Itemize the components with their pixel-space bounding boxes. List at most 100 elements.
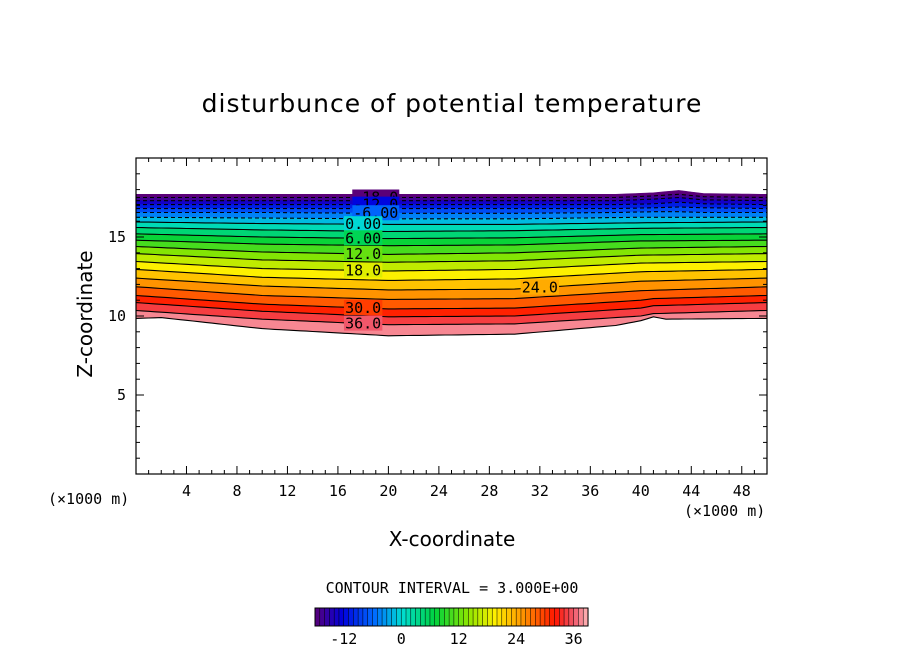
colorbar-segment <box>444 607 450 627</box>
colorbar-segment <box>472 607 479 627</box>
colorbar-segment <box>367 607 374 627</box>
x-tick-labels: 4 8 12 16 20 24 28 32 36 40 44 48 <box>182 482 751 500</box>
colorbar-tick-labels: -12 0 12 24 36 <box>330 630 582 648</box>
colorbar-segment <box>515 607 522 627</box>
x-tick-label: 12 <box>278 482 296 500</box>
colorbar-segment <box>434 607 441 627</box>
contour-label-bg <box>343 262 383 278</box>
contour-label-bg <box>343 230 383 246</box>
x-tick-label: 24 <box>430 482 448 500</box>
colorbar-segment <box>314 607 321 627</box>
colorbar-segment <box>348 607 354 627</box>
y-tick-label: 10 <box>108 307 126 325</box>
colorbar-segment <box>563 607 570 627</box>
contour-line <box>136 294 767 310</box>
colorbar-segment <box>338 607 345 627</box>
colorbar-segment <box>520 607 527 627</box>
contour-line <box>136 286 767 300</box>
contour-line <box>136 316 767 337</box>
colorbar-segment <box>463 607 469 627</box>
contour-line <box>136 221 767 225</box>
colorbar-segment <box>448 607 455 627</box>
colorbar-segment <box>506 607 512 627</box>
colorbar-segment <box>386 607 393 627</box>
x-tick-label: 48 <box>733 482 751 500</box>
contour-line <box>136 277 767 291</box>
x-tick-label: 28 <box>480 482 498 500</box>
colorbar-segment <box>477 607 484 627</box>
colorbar-segment <box>491 607 498 627</box>
colorbar-segment <box>487 607 493 627</box>
contour-line <box>136 239 767 247</box>
x-tick-label: 40 <box>632 482 650 500</box>
colorbar-segment <box>578 607 584 627</box>
contour-line <box>136 309 767 326</box>
contour-labels: -18.0-12.0-6.000.006.0012.018.024.030.03… <box>343 189 560 333</box>
chart-title: disturbunce of potential temperature <box>202 89 703 118</box>
x-tick-label: 8 <box>232 482 241 500</box>
contour-lines <box>136 193 767 337</box>
y-axis-label: Z-coordinate <box>73 250 97 377</box>
contour-label-bg <box>343 315 383 331</box>
x-tick-label: 16 <box>329 482 347 500</box>
contour-label: 0.00 <box>345 215 381 233</box>
colorbar-segment <box>535 607 541 627</box>
contour-line <box>136 245 767 255</box>
colorbar-segment <box>458 607 465 627</box>
colorbar-segment <box>343 607 350 627</box>
colorbar-tick-label: 12 <box>450 630 468 648</box>
colorbar-segment <box>377 607 383 627</box>
contour-label: 36.0 <box>345 315 381 333</box>
colorbar-segment <box>415 607 421 627</box>
colorbar-segment <box>525 607 532 627</box>
colorbar-segment <box>333 607 340 627</box>
contour-label-bg <box>343 216 383 232</box>
colorbar-segment <box>329 607 335 627</box>
contour-line <box>136 226 767 233</box>
contour-label: 6.00 <box>345 229 381 247</box>
contour-line <box>136 201 767 206</box>
x-tick-label: 4 <box>182 482 191 500</box>
colorbar-segment <box>453 607 460 627</box>
x-tick-label: 32 <box>531 482 549 500</box>
colorbar-segment <box>554 607 560 627</box>
contour-label-bg <box>520 279 560 295</box>
colorbar-segment <box>544 607 551 627</box>
contour-label: 18.0 <box>345 261 381 279</box>
colorbar-segment <box>439 607 445 627</box>
x-unit-left: (×1000 m) <box>48 490 129 508</box>
contour-line <box>136 268 767 281</box>
contour-line <box>136 193 767 199</box>
colorbar-tick-label: 24 <box>507 630 525 648</box>
contour-line <box>136 196 767 202</box>
colorbar-segment <box>539 607 546 627</box>
colorbar-segment <box>468 607 474 627</box>
colorbar-segment <box>357 607 364 627</box>
colorbar-segment <box>511 607 517 627</box>
colorbar-segment <box>391 607 397 627</box>
colorbar-segment <box>429 607 436 627</box>
x-tick-label: 36 <box>581 482 599 500</box>
contour-line <box>136 206 767 210</box>
colorbar-segment <box>396 607 402 627</box>
colorbar-segment <box>424 607 431 627</box>
contour-label: 12.0 <box>345 245 381 263</box>
colorbar-segment <box>324 607 330 627</box>
contour-line <box>136 216 767 220</box>
colorbar-frame <box>314 607 589 627</box>
colorbar-segment <box>405 607 412 627</box>
axis-ticks <box>136 158 767 474</box>
contour-line <box>136 233 767 240</box>
colorbar-segment <box>496 607 503 627</box>
colorbar-segment <box>549 607 556 627</box>
colorbar-segment <box>353 607 359 627</box>
colorbar-segment <box>372 607 378 627</box>
contour-label-bg <box>343 299 383 315</box>
colorbar-tick-label: 0 <box>397 630 406 648</box>
colorbar-segment <box>559 607 565 627</box>
colorbar-segment <box>362 607 369 627</box>
colorbar-segment <box>420 607 426 627</box>
colorbar-tick-label: 36 <box>565 630 583 648</box>
contour-line <box>136 302 767 318</box>
y-tick-labels: 5 10 15 <box>108 228 126 404</box>
